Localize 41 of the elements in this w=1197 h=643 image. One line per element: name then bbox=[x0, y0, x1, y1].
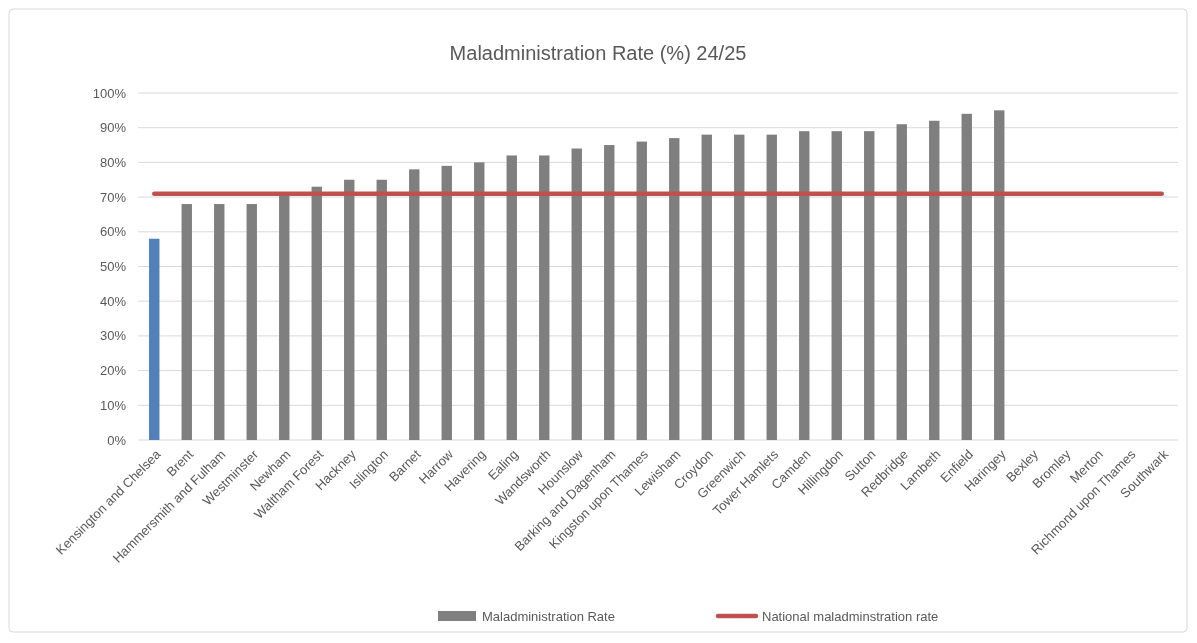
y-tick-label: 100% bbox=[92, 85, 127, 101]
bar bbox=[181, 204, 192, 440]
bar bbox=[311, 186, 322, 440]
bar bbox=[799, 131, 810, 440]
bar bbox=[409, 169, 420, 440]
bar bbox=[896, 124, 907, 440]
bar bbox=[376, 179, 387, 440]
bar bbox=[669, 138, 680, 440]
bar bbox=[929, 120, 940, 440]
legend-label: National maladminstration rate bbox=[762, 608, 939, 624]
bar bbox=[149, 238, 160, 440]
bar bbox=[831, 131, 842, 440]
bar bbox=[571, 148, 582, 440]
bar bbox=[766, 134, 777, 440]
bar bbox=[246, 204, 257, 440]
bar bbox=[734, 134, 745, 440]
bar bbox=[994, 110, 1005, 440]
bar bbox=[961, 113, 972, 440]
bar bbox=[636, 141, 647, 440]
y-tick-label: 20% bbox=[99, 363, 127, 379]
bar bbox=[506, 155, 517, 440]
bar bbox=[214, 204, 225, 440]
bar bbox=[864, 131, 875, 440]
y-tick-label: 30% bbox=[99, 328, 127, 344]
y-tick-label: 80% bbox=[99, 154, 127, 170]
y-tick-label: 10% bbox=[99, 397, 127, 413]
y-tick-label: 60% bbox=[99, 224, 127, 240]
y-tick-label: 50% bbox=[99, 259, 127, 275]
y-tick-label: 0% bbox=[107, 432, 127, 448]
legend-label: Maladministration Rate bbox=[482, 608, 615, 624]
bar bbox=[701, 134, 712, 440]
y-tick-label: 90% bbox=[99, 120, 127, 136]
bar bbox=[441, 165, 452, 440]
y-tick-label: 70% bbox=[99, 189, 127, 205]
bar bbox=[279, 193, 290, 440]
chart-title: Maladministration Rate (%) 24/25 bbox=[449, 42, 747, 64]
bar bbox=[344, 179, 355, 440]
bar bbox=[474, 162, 485, 440]
bar bbox=[539, 155, 550, 440]
bar bbox=[604, 145, 615, 440]
y-tick-label: 40% bbox=[99, 293, 127, 309]
